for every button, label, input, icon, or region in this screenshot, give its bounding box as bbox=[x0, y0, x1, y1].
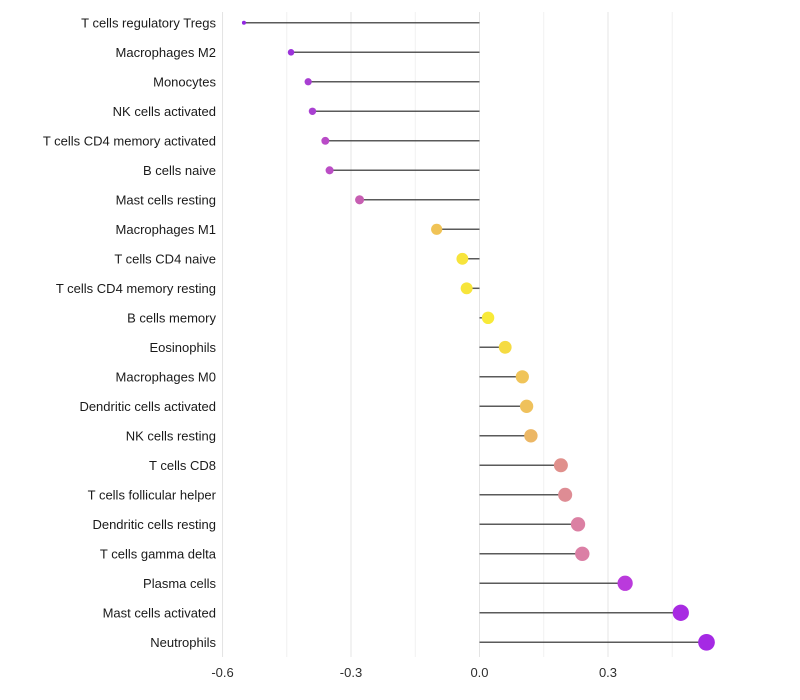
category-label: T cells CD4 naive bbox=[114, 251, 216, 266]
data-point bbox=[460, 282, 473, 295]
category-label: Mast cells resting bbox=[116, 192, 216, 207]
lollipop-row: Monocytes bbox=[153, 74, 480, 89]
category-label: T cells CD8 bbox=[149, 458, 216, 473]
category-label: T cells regulatory Tregs bbox=[81, 15, 216, 30]
lollipop-row: T cells regulatory Tregs bbox=[81, 15, 480, 30]
x-tick-label: -0.3 bbox=[340, 665, 362, 680]
category-label: Plasma cells bbox=[143, 576, 216, 591]
data-point bbox=[672, 604, 689, 621]
lollipop-row: T cells gamma delta bbox=[100, 546, 590, 561]
category-label: Eosinophils bbox=[150, 340, 217, 355]
data-point bbox=[355, 195, 365, 205]
lollipop-row: Macrophages M0 bbox=[116, 369, 529, 384]
data-point bbox=[481, 311, 495, 325]
category-label: Dendritic cells activated bbox=[79, 399, 216, 414]
lollipop-row: Eosinophils bbox=[150, 340, 512, 355]
category-label: T cells CD4 memory resting bbox=[56, 281, 216, 296]
data-point bbox=[519, 399, 534, 413]
category-label: B cells naive bbox=[143, 163, 216, 178]
data-point bbox=[456, 252, 469, 265]
category-label: Monocytes bbox=[153, 74, 216, 89]
category-label: Dendritic cells resting bbox=[92, 517, 216, 532]
lollipop-row: T cells CD4 memory resting bbox=[56, 281, 480, 296]
lollipop-row: T cells CD4 memory activated bbox=[43, 133, 480, 148]
category-label: Macrophages M2 bbox=[116, 45, 216, 60]
data-point bbox=[498, 340, 512, 354]
data-point bbox=[287, 49, 295, 56]
category-label: NK cells activated bbox=[113, 104, 216, 119]
data-point bbox=[617, 575, 633, 591]
data-point bbox=[553, 458, 568, 473]
category-label: Mast cells activated bbox=[103, 605, 216, 620]
category-label: NK cells resting bbox=[126, 428, 216, 443]
category-label: Neutrophils bbox=[150, 635, 216, 650]
lollipop-row: B cells naive bbox=[143, 163, 480, 178]
lollipop-row: B cells memory bbox=[127, 310, 495, 325]
data-point bbox=[558, 487, 573, 502]
data-point bbox=[575, 546, 590, 562]
data-point bbox=[325, 166, 334, 175]
data-point bbox=[431, 223, 443, 235]
data-point bbox=[308, 107, 317, 116]
category-label: B cells memory bbox=[127, 310, 216, 325]
data-point bbox=[304, 78, 312, 86]
category-label: T cells gamma delta bbox=[100, 546, 217, 561]
lollipop-row: Dendritic cells resting bbox=[92, 517, 586, 532]
x-tick-label: 0.0 bbox=[470, 665, 488, 680]
lollipop-row: Plasma cells bbox=[143, 575, 633, 591]
x-tick-label: 0.3 bbox=[599, 665, 617, 680]
lollipop-row: Mast cells activated bbox=[103, 604, 689, 621]
data-point bbox=[698, 633, 715, 651]
lollipop-row: T cells CD4 naive bbox=[114, 251, 480, 266]
category-label: T cells follicular helper bbox=[88, 487, 217, 502]
category-label: Macrophages M0 bbox=[116, 369, 216, 384]
category-label: Macrophages M1 bbox=[116, 222, 216, 237]
category-label: T cells CD4 memory activated bbox=[43, 133, 216, 148]
data-point bbox=[524, 429, 538, 443]
data-point bbox=[241, 20, 246, 25]
lollipop-row: NK cells resting bbox=[126, 428, 538, 443]
lollipop-row: Macrophages M2 bbox=[116, 45, 480, 60]
lollipop-row: Macrophages M1 bbox=[116, 222, 480, 237]
data-point bbox=[570, 517, 586, 532]
x-tick-label: -0.6 bbox=[211, 665, 233, 680]
lollipop-row: Neutrophils bbox=[150, 633, 715, 651]
lollipop-row: Mast cells resting bbox=[116, 192, 480, 207]
data-point bbox=[321, 136, 330, 145]
data-point bbox=[515, 370, 529, 384]
lollipop-row: T cells CD8 bbox=[149, 458, 568, 473]
lollipop-row: T cells follicular helper bbox=[88, 487, 573, 502]
lollipop-row: Dendritic cells activated bbox=[79, 399, 534, 414]
lollipop-row: NK cells activated bbox=[113, 104, 480, 119]
